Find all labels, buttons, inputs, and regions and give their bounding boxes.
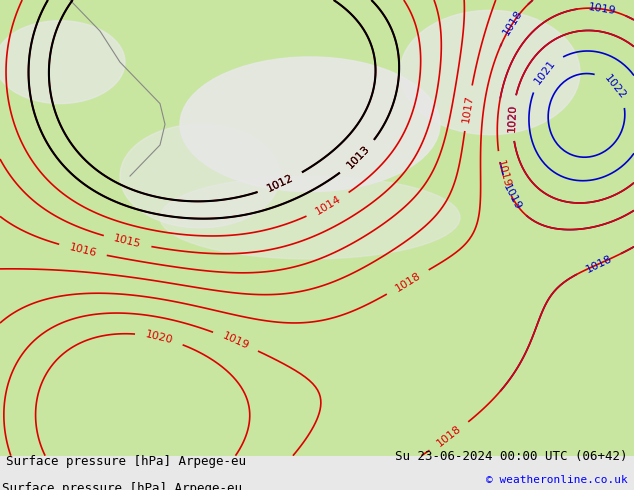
Text: 1013: 1013 bbox=[345, 144, 372, 171]
Text: © weatheronline.co.uk: © weatheronline.co.uk bbox=[486, 475, 628, 485]
Text: 1020: 1020 bbox=[145, 329, 174, 346]
Text: Surface pressure [hPa] Arpege-eu: Surface pressure [hPa] Arpege-eu bbox=[6, 455, 247, 468]
Ellipse shape bbox=[180, 57, 440, 192]
Text: Su 23-06-2024 00:00 UTC (06+42): Su 23-06-2024 00:00 UTC (06+42) bbox=[395, 450, 628, 463]
Text: 1021: 1021 bbox=[533, 58, 557, 86]
Text: 1018: 1018 bbox=[584, 253, 614, 274]
Text: 1019: 1019 bbox=[495, 159, 511, 189]
Text: 1019: 1019 bbox=[588, 2, 617, 16]
Ellipse shape bbox=[120, 124, 280, 228]
Text: Surface pressure [hPa] Arpege-eu: Surface pressure [hPa] Arpege-eu bbox=[2, 482, 242, 490]
Text: 1020: 1020 bbox=[507, 104, 519, 132]
Text: 1019: 1019 bbox=[221, 331, 250, 351]
Text: 1016: 1016 bbox=[68, 242, 98, 259]
Text: 1022: 1022 bbox=[602, 73, 628, 101]
Text: 1018: 1018 bbox=[435, 424, 463, 449]
Text: 1012: 1012 bbox=[266, 173, 295, 194]
Text: 1015: 1015 bbox=[113, 234, 142, 250]
Text: 1014: 1014 bbox=[314, 194, 343, 217]
Text: 1019: 1019 bbox=[501, 182, 522, 212]
Text: 1018: 1018 bbox=[501, 8, 525, 38]
Text: 1017: 1017 bbox=[461, 94, 476, 123]
Text: 1018: 1018 bbox=[393, 270, 422, 294]
Ellipse shape bbox=[400, 10, 580, 135]
Text: 1013: 1013 bbox=[345, 144, 372, 171]
Ellipse shape bbox=[160, 176, 460, 259]
Ellipse shape bbox=[0, 21, 125, 103]
Text: 1012: 1012 bbox=[266, 173, 295, 194]
Text: 1020: 1020 bbox=[507, 104, 519, 132]
